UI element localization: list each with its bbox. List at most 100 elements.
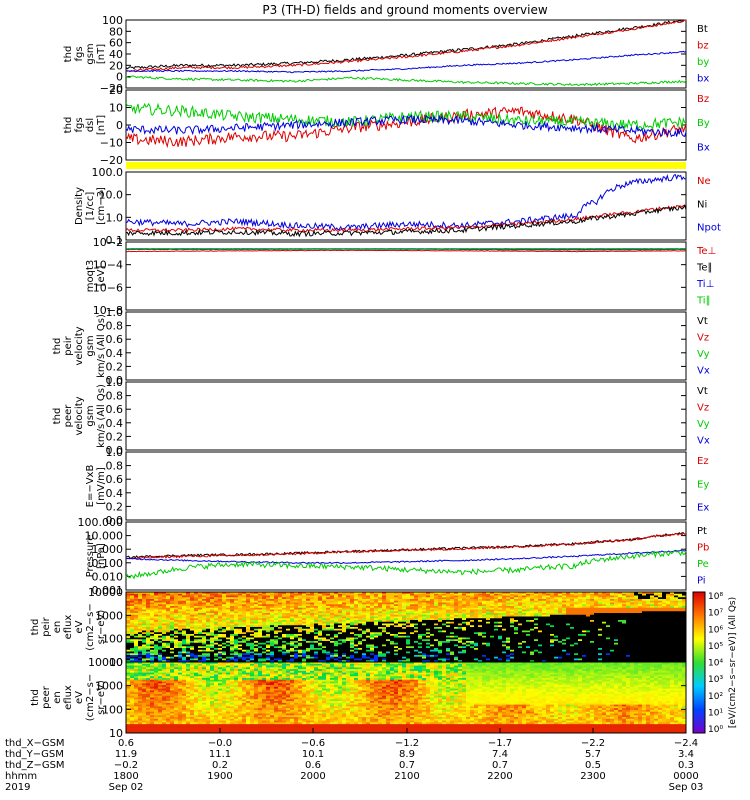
spectrogram-cell [434,651,439,654]
spectrogram-cell [494,641,499,644]
spectrogram-cell [310,614,315,617]
spectrogram-cell [438,656,443,659]
spectrogram-cell [510,606,515,609]
spectrogram-cell [502,653,507,656]
spectrogram-cell [314,637,319,640]
spectrogram-cell [222,646,227,649]
spectrogram-cell [190,595,195,598]
spectrogram-cell [490,616,495,619]
spectrogram-cell [218,637,223,640]
spectrogram-cell [238,607,243,610]
spectrogram-cell [286,609,291,612]
spectrogram-cell [350,609,355,612]
spectrogram-cell [214,595,219,598]
spectrogram-cell [254,620,259,623]
spectrogram-cell [226,656,231,659]
spectrogram-cell [426,628,431,631]
spectrogram-cell [450,632,455,635]
spectrogram-cell [538,623,543,626]
spectrogram-cell [326,648,331,651]
spectrogram-cell [330,655,335,658]
spectrogram-cell [298,655,303,658]
spectrogram-cell [126,613,131,616]
spectrogram-cell [470,614,475,617]
spectrogram-cell [126,592,131,595]
spectrogram-cell [362,653,367,656]
spectrogram-cell [170,660,175,663]
spectrogram-cell [286,641,291,644]
spectrogram-cell [582,611,587,614]
spectrogram-cell [166,635,171,638]
spectrogram-cell [386,634,391,637]
spectrogram-cell [214,627,219,630]
spectrogram-cell [558,644,563,647]
spectrogram-cell [298,628,303,631]
spectrogram-cell [582,641,587,644]
spectrogram-cell [274,658,279,661]
spectrogram-cell [418,655,423,658]
spectrogram-cell [598,627,603,630]
y-tick-label: 10 [109,102,123,115]
spectrogram-cell [462,644,467,647]
spectrogram-cell [402,655,407,658]
spectrogram-cell [354,621,359,624]
spectrogram-cell [238,600,243,603]
spectrogram-cell [178,609,183,612]
spectrogram-cell [262,595,267,598]
spectrogram-cell [578,597,583,600]
spectrogram-cell [466,592,471,595]
spectrogram-cell [154,639,159,642]
spectrogram-cell [250,648,255,651]
spectrogram-cell [550,593,555,596]
spectrogram-cell [546,602,551,605]
spectrogram-cell [562,599,567,602]
spectrogram-cell [506,639,511,642]
spectrogram-cell [562,658,567,661]
series-Ne [125,204,687,233]
spectrogram-cell [462,639,467,642]
spectrogram-cell [422,593,427,596]
spectrogram-cell [498,634,503,637]
spectrogram-cell [514,609,519,612]
spectrogram-cell [350,653,355,656]
spectrogram-cell [458,621,463,624]
spectrogram-cell [394,613,399,616]
spectrogram-cell [294,613,299,616]
spectrogram-cell [582,623,587,626]
spectrogram-cell [314,630,319,633]
spectrogram-cell [498,607,503,610]
spectrogram-cell [594,602,599,605]
spectrogram-cell [538,609,543,612]
spectrogram-cell [374,597,379,600]
spectrogram-cell [214,592,219,595]
spectrogram-cell [326,656,331,659]
spectrogram-cell [238,630,243,633]
spectrogram-cell [126,616,131,619]
spectrogram-cell [502,642,507,645]
spectrogram-cell [494,604,499,607]
spectrogram-cell [182,609,187,612]
spectrogram-cell [350,660,355,663]
spectrogram-cell [142,653,147,656]
spectrogram-cell [378,595,383,598]
spectrogram-cell [454,625,459,628]
spectrogram-cell [566,641,571,644]
spectrogram-cell [534,648,539,651]
spectrogram-cell [586,620,591,623]
spectrogram-cell [422,646,427,649]
spectrogram-cell [362,625,367,628]
spectrogram-cell [554,602,559,605]
spectrogram-cell [486,611,491,614]
spectrogram-cell [594,614,599,617]
spectrogram-cell [514,628,519,631]
spectrogram-cell [302,627,307,630]
spectrogram-cell [250,611,255,614]
spectrogram-cell [334,642,339,645]
spectrogram-cell [422,607,427,610]
spectrogram-cell [330,635,335,638]
spectrogram-cell [494,656,499,659]
spectrogram-cell [602,602,607,605]
spectrogram-cell [254,632,259,635]
spectrogram-cell [310,646,315,649]
spectrogram-cell [362,637,367,640]
